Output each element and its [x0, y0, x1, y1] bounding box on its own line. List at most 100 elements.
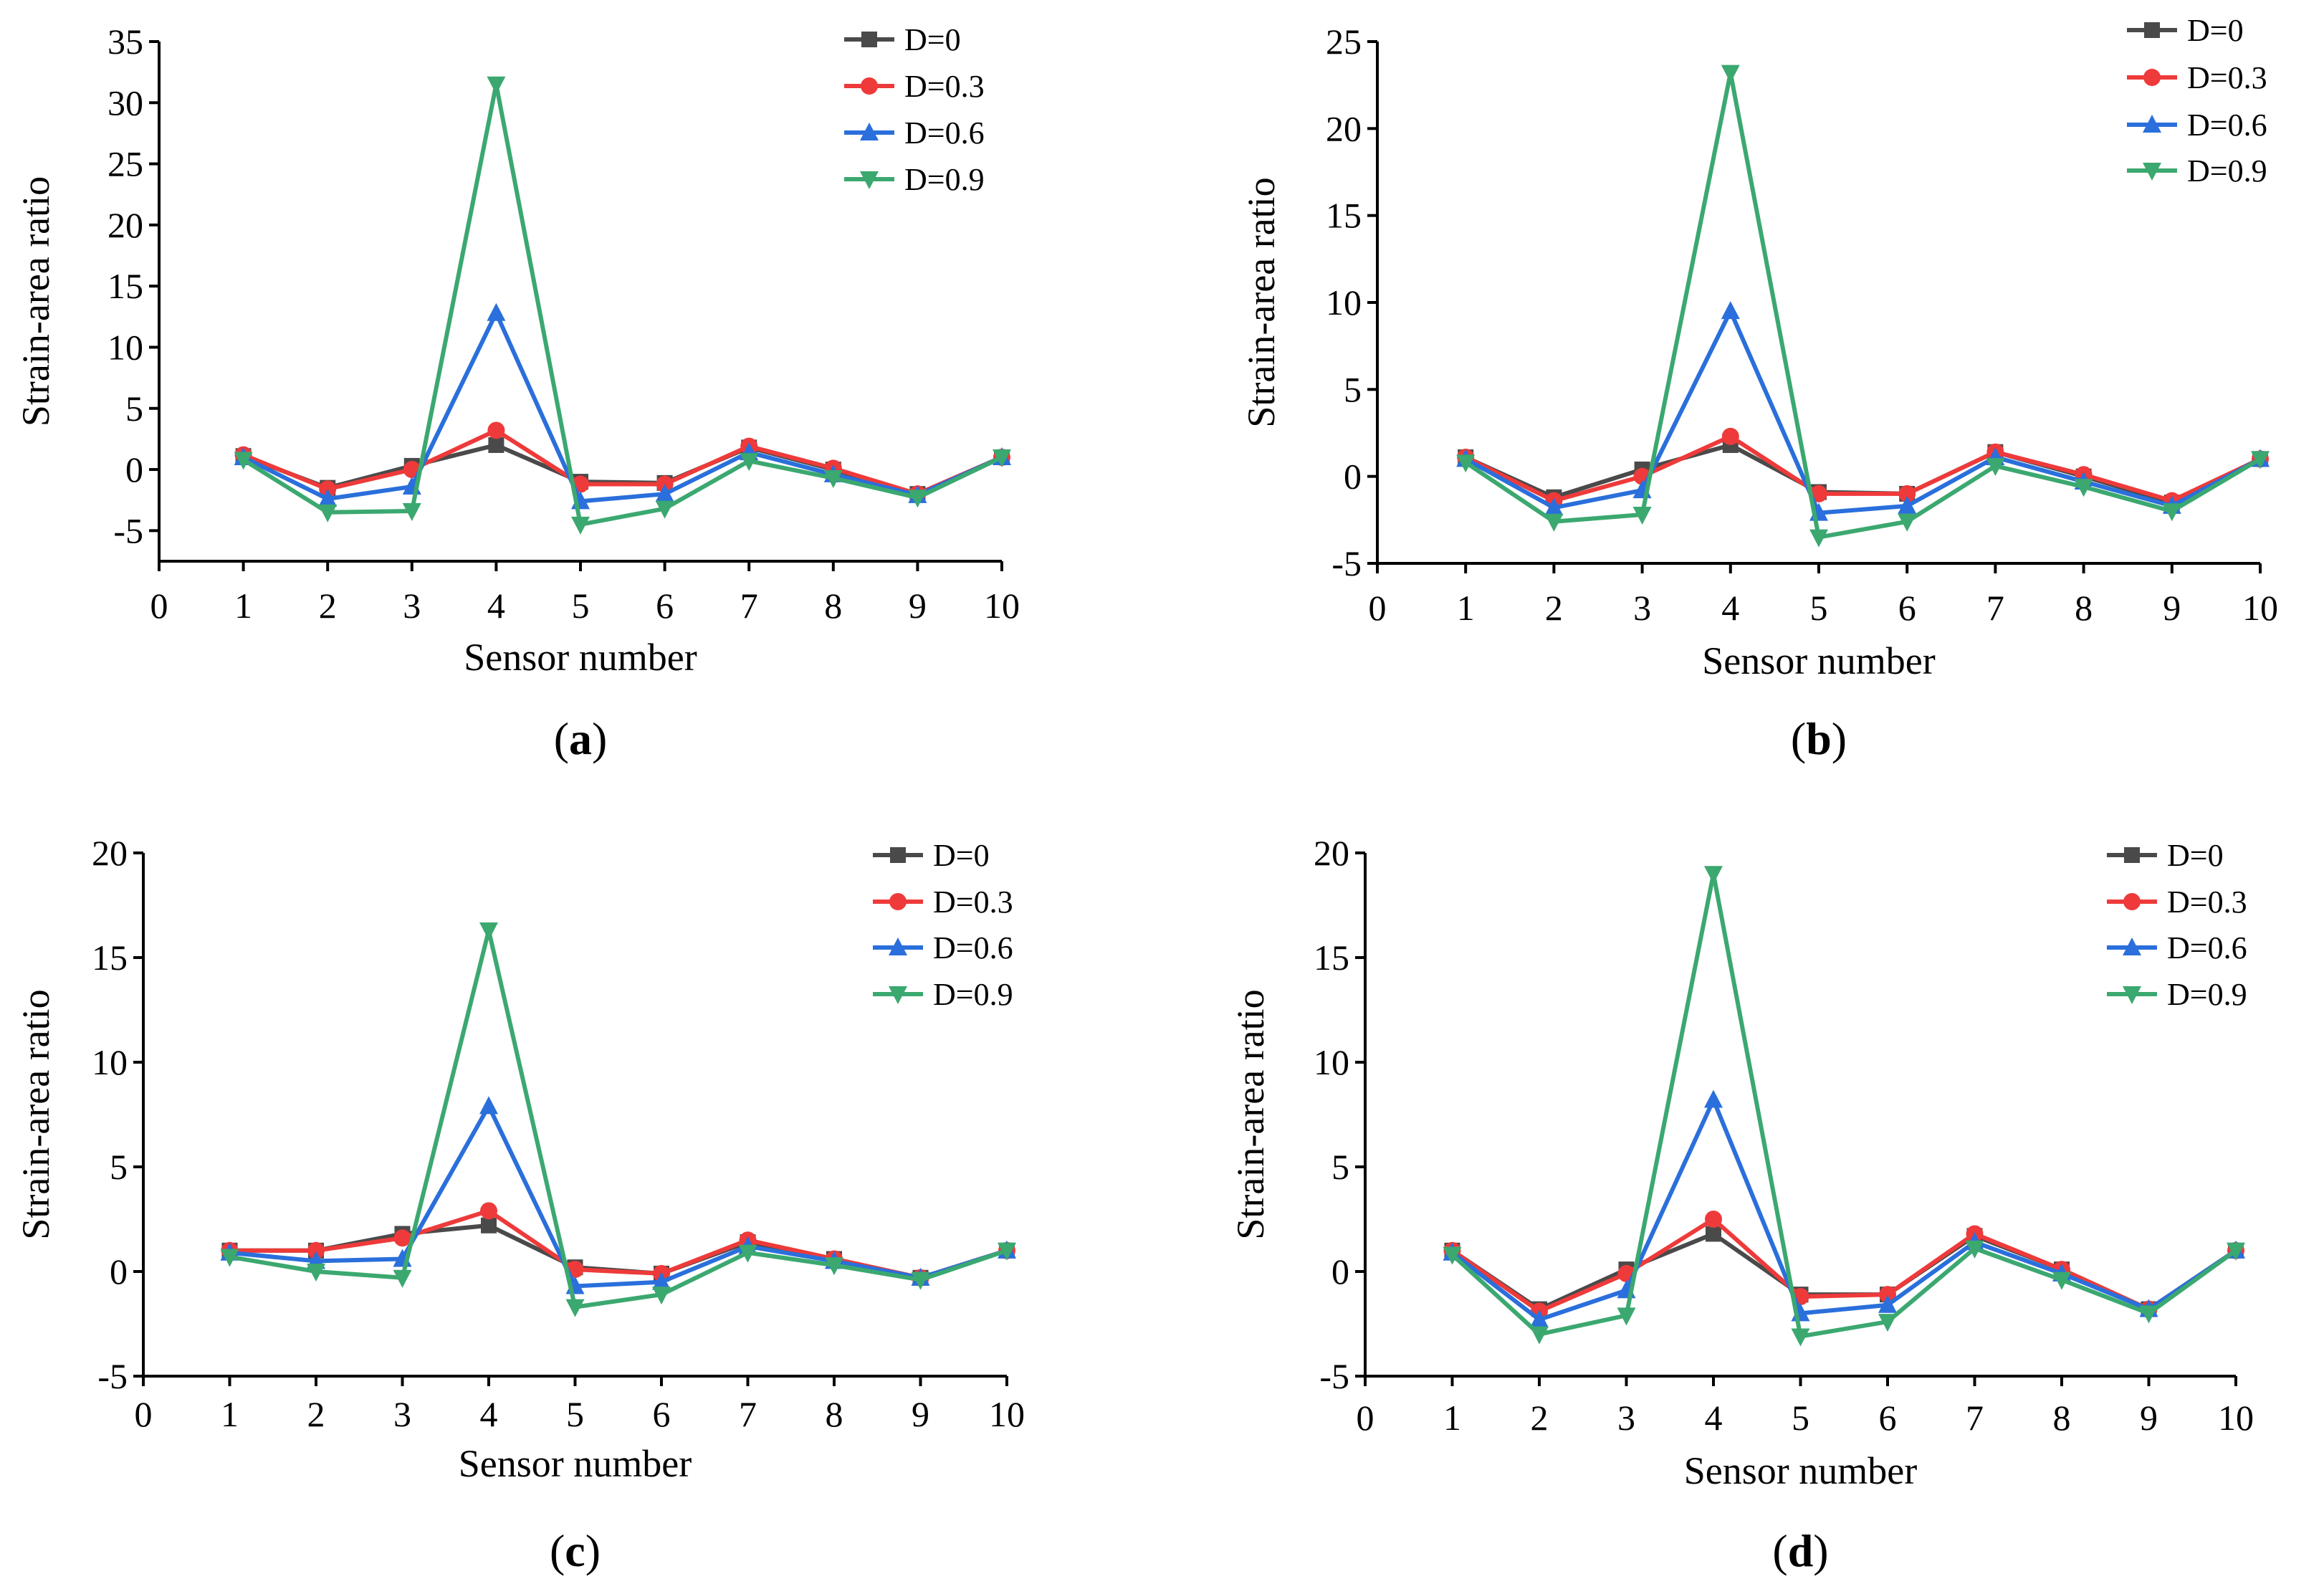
series-D=0.9 — [1456, 65, 2270, 548]
data-point — [655, 500, 674, 519]
panel-label: (b) — [1791, 713, 1847, 764]
y-tick-label: 0 — [1344, 457, 1362, 497]
legend-label: D=0.6 — [2187, 108, 2267, 143]
x-tick-label: 9 — [909, 586, 927, 626]
data-point — [1721, 65, 1740, 83]
data-point — [571, 516, 590, 535]
data-point — [393, 1269, 412, 1288]
x-tick-label: 6 — [653, 1394, 671, 1434]
legend-label: D=0.6 — [2167, 930, 2247, 965]
x-tick-label: 4 — [1721, 588, 1739, 628]
y-tick-label: -5 — [97, 1356, 128, 1396]
x-tick-label: 0 — [1357, 1398, 1374, 1438]
legend-marker — [861, 32, 877, 47]
legend-marker — [889, 937, 907, 955]
y-tick-label: 20 — [107, 205, 143, 245]
series-D=0.6 — [1443, 1089, 2245, 1328]
data-point — [1898, 513, 1917, 532]
data-point — [655, 484, 674, 502]
x-tick-label: 9 — [912, 1394, 929, 1434]
x-tick-label: 8 — [826, 1394, 843, 1434]
data-point — [1878, 1314, 1897, 1332]
x-tick-label: 2 — [307, 1394, 325, 1434]
panel-label: (d) — [1772, 1525, 1828, 1576]
panel-label: (c) — [550, 1525, 601, 1576]
y-tick-label: -5 — [1331, 543, 1362, 583]
series-line — [242, 310, 1003, 504]
x-tick-label: 5 — [566, 1394, 584, 1434]
data-point — [402, 503, 421, 522]
x-axis-title: Sensor number — [1702, 639, 1935, 682]
data-point — [1617, 1307, 1636, 1326]
series-line — [229, 928, 1008, 1309]
legend-label: D=0.3 — [933, 884, 1013, 920]
y-tick-label: 10 — [1326, 282, 1362, 323]
data-point — [479, 922, 498, 941]
series-line — [1464, 434, 2262, 503]
y-tick-label: 5 — [1344, 369, 1362, 409]
data-point — [993, 449, 1011, 467]
y-tick-label: 5 — [1331, 1147, 1349, 1187]
legend-marker — [2124, 847, 2140, 863]
data-point — [487, 302, 506, 321]
x-tick-label: 7 — [1986, 588, 2004, 628]
x-axis-title: Sensor number — [1684, 1449, 1917, 1492]
data-point — [318, 504, 338, 523]
legend-label: D=0.9 — [904, 162, 985, 197]
y-tick-label: 0 — [125, 449, 143, 490]
y-tick-label: 5 — [125, 388, 143, 429]
legend-marker — [2123, 893, 2141, 910]
y-tick-label: 15 — [1314, 937, 1349, 978]
data-point — [1809, 529, 1828, 548]
data-point — [1898, 485, 1916, 502]
legend: D=0 D=0.3 D=0.6 D=0.9 — [2127, 13, 2267, 189]
x-tick-label: 4 — [480, 1394, 498, 1434]
y-tick-label: 25 — [1326, 22, 1362, 62]
legend-marker — [2123, 937, 2141, 955]
y-tick-label: 10 — [92, 1042, 128, 1082]
x-tick-label: 8 — [824, 586, 842, 626]
data-point — [652, 1287, 671, 1305]
y-tick-label: 15 — [1326, 196, 1362, 236]
y-tick-label: 10 — [107, 327, 143, 367]
legend-marker — [2143, 69, 2161, 86]
series-line — [1464, 70, 2262, 540]
legend-marker — [860, 123, 879, 140]
legend: D=0 D=0.3 D=0.6 D=0.9 — [844, 22, 985, 197]
x-tick-label: 3 — [393, 1394, 411, 1434]
y-tick-label: -5 — [113, 510, 143, 550]
series-D=0.6 — [234, 302, 1011, 510]
x-tick-label: 2 — [319, 586, 337, 626]
x-tick-label: 4 — [487, 586, 505, 626]
y-tick-label: 0 — [110, 1251, 128, 1292]
legend-label: D=0.9 — [933, 977, 1013, 1012]
legend-marker — [860, 171, 879, 189]
data-point — [825, 1257, 843, 1276]
y-axis-title: Strain-area ratio — [14, 989, 57, 1239]
x-tick-label: 6 — [1879, 1398, 1897, 1438]
data-point — [1632, 507, 1652, 525]
x-tick-label: 2 — [1545, 588, 1563, 628]
legend-label: D=0 — [933, 838, 990, 873]
data-point — [823, 470, 843, 488]
x-tick-label: 3 — [1617, 1398, 1635, 1438]
x-tick-label: 10 — [984, 586, 1020, 626]
data-point — [998, 1242, 1016, 1261]
data-point — [1456, 454, 1476, 473]
data-point — [1705, 1211, 1722, 1228]
legend-label: D=0.9 — [2187, 153, 2267, 189]
data-point — [565, 1299, 585, 1317]
series-line — [229, 1208, 1008, 1280]
x-tick-label: 8 — [2075, 588, 2093, 628]
data-point — [740, 453, 759, 472]
y-tick-label: -5 — [1319, 1356, 1349, 1396]
y-tick-label: 35 — [107, 22, 143, 62]
x-tick-label: 9 — [2140, 1398, 2158, 1438]
series-line — [229, 1104, 1008, 1289]
x-tick-label: 10 — [2218, 1398, 2254, 1438]
data-point — [738, 1244, 757, 1263]
data-point — [1443, 1246, 1462, 1265]
legend-label: D=0 — [2187, 13, 2244, 48]
x-tick-label: 6 — [1898, 588, 1916, 628]
